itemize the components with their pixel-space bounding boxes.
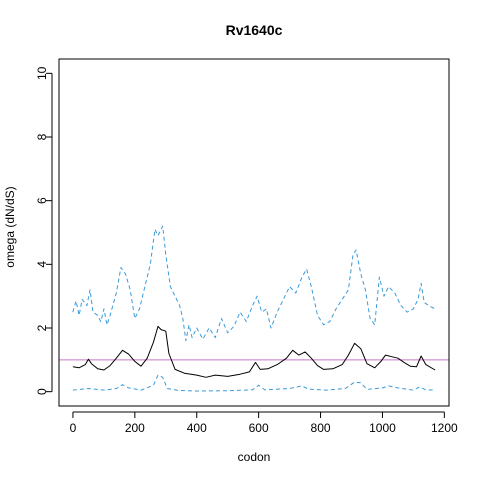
x-tick-label: 800 <box>311 421 331 435</box>
series-line-lower <box>72 374 436 392</box>
x-tick-label: 0 <box>70 421 77 435</box>
series-line-upper <box>72 225 436 342</box>
axes: 0 200 400 600 800 1000 1200 0 2 4 6 8 10 <box>35 66 458 435</box>
plot-frame <box>58 58 450 407</box>
y-tick-label: 2 <box>35 324 49 331</box>
y-tick-label: 0 <box>35 388 49 395</box>
y-axis-label: omega (dN/dS) <box>3 186 17 267</box>
x-axis-label: codon <box>238 450 271 464</box>
x-tick-label: 200 <box>125 421 145 435</box>
x-tick-label: 400 <box>187 421 207 435</box>
series-line-estimate <box>72 325 436 378</box>
chart-title: Rv1640c <box>226 22 283 38</box>
y-tick-label: 10 <box>35 66 49 80</box>
y-tick-label: 4 <box>35 261 49 268</box>
x-tick-label: 600 <box>249 421 269 435</box>
x-tick-label: 1000 <box>369 421 396 435</box>
y-tick-label: 6 <box>35 197 49 204</box>
x-tick-label: 1200 <box>431 421 458 435</box>
y-tick-label: 8 <box>35 133 49 140</box>
plot-area <box>59 225 449 392</box>
